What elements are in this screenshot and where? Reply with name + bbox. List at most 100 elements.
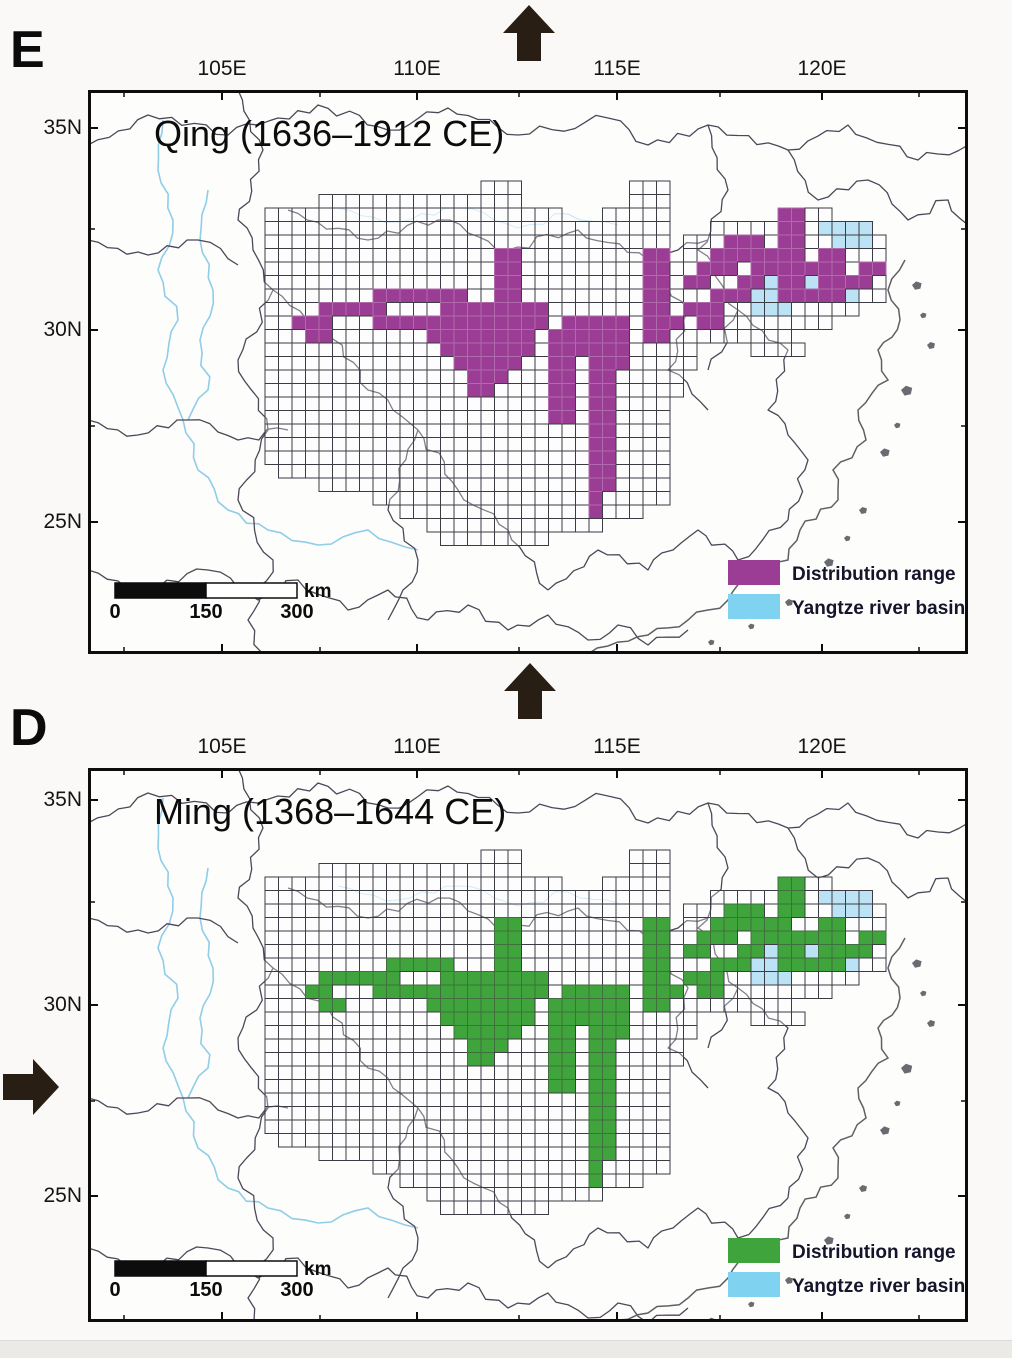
distribution-cell [467,315,482,330]
grid-cell [561,302,576,317]
grid-cell [602,971,617,986]
grid-cell [318,234,333,249]
grid-cell [453,518,468,533]
grid-cell [629,410,644,425]
distribution-cell [710,930,725,945]
grid-cell [386,1106,401,1121]
grid-cell [278,903,293,918]
grid-cell [656,464,671,479]
grid-cell [386,1079,401,1094]
distribution-cell [291,315,306,330]
grid-cell [534,890,549,905]
grid-cell [494,863,509,878]
grid-cell [359,396,374,411]
distribution-cell [318,971,333,986]
basin-cell [858,221,873,236]
distribution-cell [453,984,468,999]
grid-cell [480,504,495,519]
grid-cell [386,944,401,959]
distribution-cell [440,971,455,986]
grid-cell [386,356,401,371]
grid-cell [777,329,792,344]
grid-cell [575,450,590,465]
grid-cell [507,1200,522,1215]
grid-cell [710,275,725,290]
grid-cell [642,437,657,452]
grid-cell [507,890,522,905]
distribution-cell [372,971,387,986]
grid-cell [494,849,509,864]
grid-cell [345,396,360,411]
distribution-cell [602,356,617,371]
distribution-cell [494,369,509,384]
distribution-cell [561,369,576,384]
grid-cell [575,903,590,918]
grid-cell [507,1160,522,1175]
distribution-cell [872,261,887,276]
grid-cell [291,1106,306,1121]
grid-cell [575,944,590,959]
grid-cell [413,1173,428,1188]
grid-cell [507,504,522,519]
river-line [187,867,215,1099]
lon-label: 115E [593,735,641,758]
distribution-cell [386,971,401,986]
grid-cell [521,369,536,384]
grid-cell [683,917,698,932]
grid-cell [521,917,536,932]
grid-cell [399,1119,414,1134]
grid-cell [264,356,279,371]
distribution-cell [561,1011,576,1026]
grid-cell [656,383,671,398]
grid-cell [467,1092,482,1107]
grid-cell [683,1011,698,1026]
grid-cell [453,1106,468,1121]
grid-cell [467,1146,482,1161]
distribution-cell [480,342,495,357]
grid-cell [318,450,333,465]
grid-cell [264,437,279,452]
distribution-cell [507,1025,522,1040]
grid-cell [480,849,495,864]
distribution-cell [588,1065,603,1080]
grid-cell [453,248,468,263]
grid-cell [440,1200,455,1215]
distribution-cell [588,383,603,398]
grid-cell [642,1119,657,1134]
grid-cell [413,194,428,209]
grid-cell [669,275,684,290]
grid-cell [615,1160,630,1175]
distribution-cell [602,1052,617,1067]
lat-label: 35N [43,788,82,811]
grid-cell [656,1106,671,1121]
legend-swatch-distribution [728,1238,780,1263]
distribution-cell [588,1119,603,1134]
grid-cell [548,1133,563,1148]
grid-cell [467,930,482,945]
grid-cell [264,1092,279,1107]
grid-cell [399,1038,414,1053]
grid-cell [669,1011,684,1026]
distribution-cell [723,248,738,263]
map-background [88,768,968,1322]
grid-cell [440,356,455,371]
grid-cell [521,518,536,533]
grid-cell [278,1065,293,1080]
grid-cell [386,423,401,438]
grid-cell [359,383,374,398]
grid-cell [480,221,495,236]
grid-cell [440,477,455,492]
grid-cell [845,971,860,986]
grid-cell [467,518,482,533]
grid-cell [332,1079,347,1094]
grid-cell [548,957,563,972]
province-border [88,568,689,646]
scale-bar-label: 150 [189,601,222,623]
grid-cell [291,1038,306,1053]
grid-cell [305,410,320,425]
grid-cell [359,1146,374,1161]
grid-cell [669,971,684,986]
distribution-cell [683,944,698,959]
grid-cell [278,917,293,932]
